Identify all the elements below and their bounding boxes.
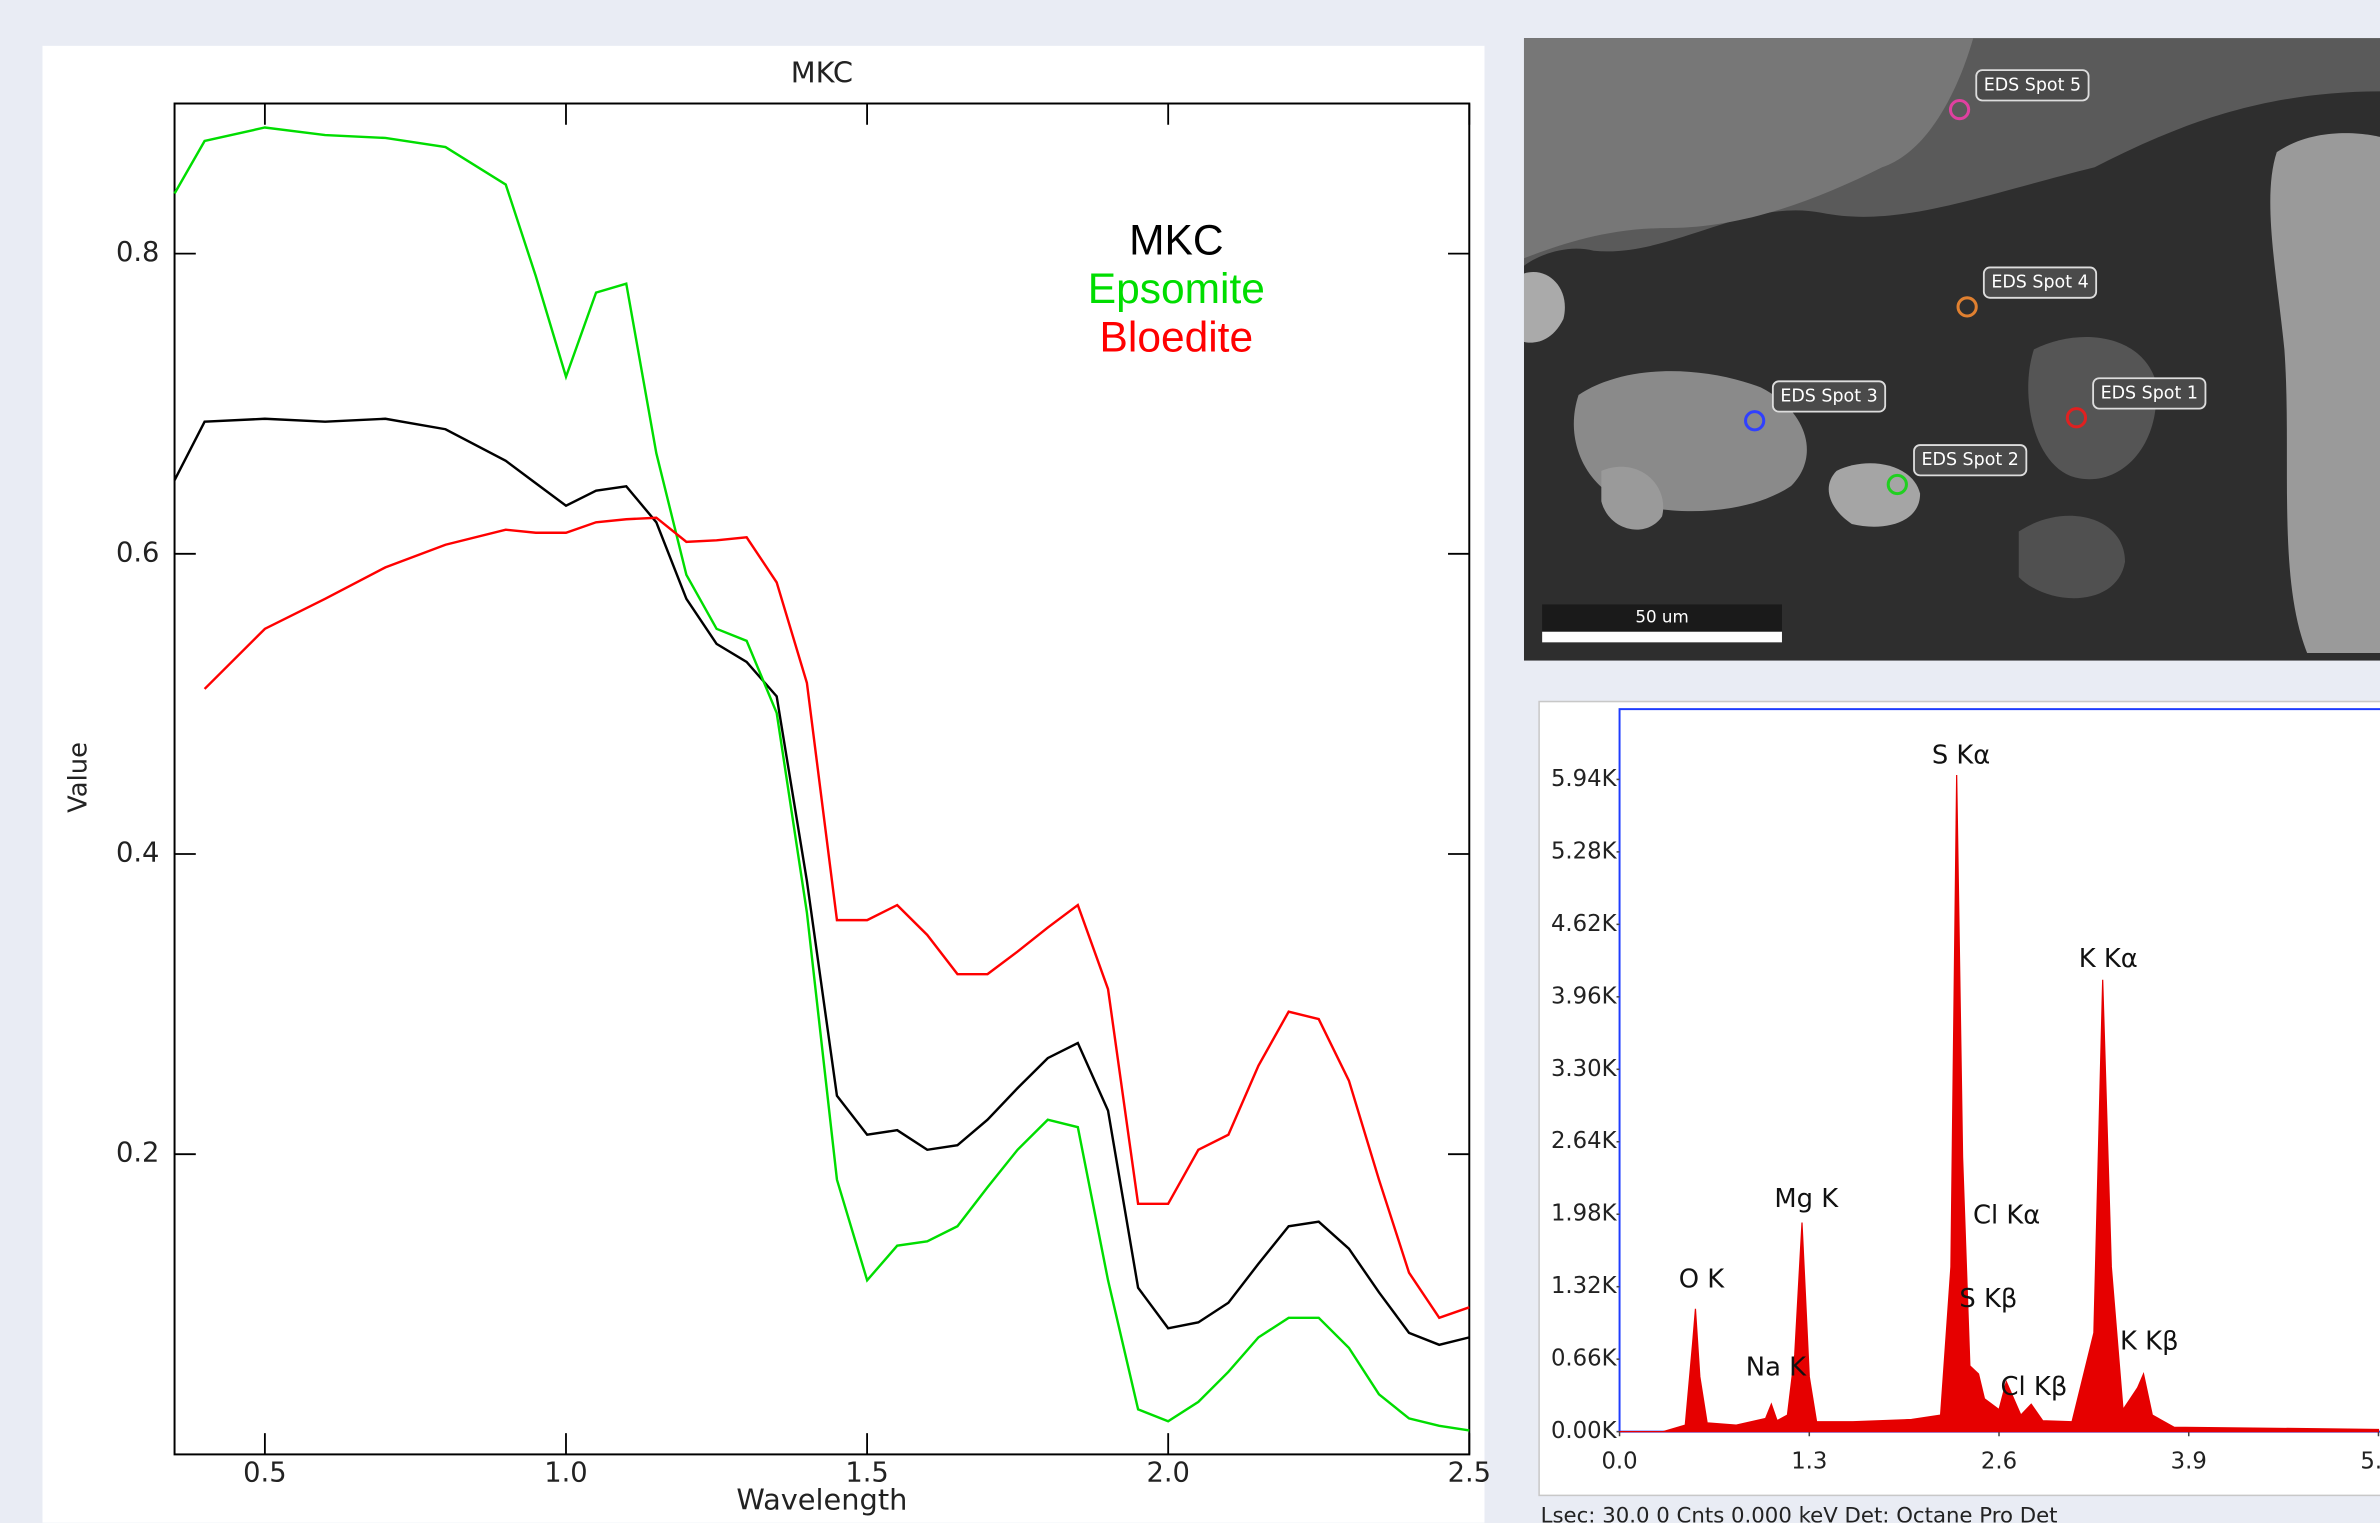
peak-label: O K (1679, 1264, 1726, 1294)
x-tick-label: 3.9 (2171, 1448, 2207, 1474)
sem-image (1523, 38, 2380, 661)
x-tick-label: 2.5 (1448, 1458, 1491, 1489)
spot-label: EDS Spot 4 (1982, 266, 2098, 299)
eds-chart: 0.00K 0.66K 1.32K 1.98K 2.64K 3.30K 3.96K 4.62K… (1541, 708, 2380, 1523)
peak-label: Mg K (1774, 1184, 1839, 1214)
plot-frame (173, 102, 1471, 1456)
peak-label: S Kα (1932, 741, 1990, 771)
series-line (173, 126, 1470, 1432)
spot-label-box (2092, 377, 2207, 410)
x-tick-label: 2.6 (1981, 1448, 2017, 1474)
legend-entry: Epsomite (1088, 266, 1265, 313)
peak-label: S Kβ (1959, 1284, 2017, 1314)
series-line (203, 516, 1470, 1320)
peak-label: K Kβ (2120, 1327, 2179, 1357)
y-axis-label: Value (63, 742, 93, 813)
series-line (173, 417, 1470, 1347)
y-tick-label: 0.8 (116, 237, 159, 268)
spot-label-text: EDS Spot 3 (1780, 386, 1877, 406)
spot-label: EDS Spot 5 (1975, 69, 2090, 102)
spot-label-box (1975, 69, 2090, 102)
peak-label: K Kα (2079, 944, 2138, 974)
spectrum-area (1619, 774, 2380, 1433)
chart-title: MKC (791, 56, 853, 90)
y-tick-label: 1.98K (1551, 1201, 1618, 1227)
peak-label: Na K (1746, 1352, 1807, 1382)
y-tick-label: 3.30K (1551, 1056, 1618, 1082)
x-tick-label: 0.0 (1601, 1448, 1637, 1474)
y-tick-label: 3.96K (1551, 983, 1618, 1009)
x-tick-label: 1.5 (845, 1458, 888, 1489)
y-tick-label: 0.00K (1551, 1418, 1618, 1444)
legend-entry: Bloedite (1100, 315, 1254, 362)
chart-panel (42, 45, 1485, 1523)
spot-label-box (1982, 266, 2098, 299)
legend-entry: MKC (1129, 217, 1223, 264)
x-axis-label: Wavelength (736, 1482, 907, 1516)
x-tick-label: 5.2 (2360, 1448, 2380, 1474)
spot-label: EDS Spot 1 (2092, 377, 2207, 410)
x-tick-label: 1.0 (544, 1458, 587, 1489)
y-tick-label: 4.62K (1551, 911, 1618, 937)
y-tick-label: 5.94K (1551, 766, 1618, 792)
y-tick-label: 2.64K (1551, 1128, 1618, 1154)
y-tick-label: 0.66K (1551, 1346, 1618, 1372)
spot-label: EDS Spot 2 (1913, 444, 2028, 477)
x-tick-label: 2.0 (1146, 1458, 1189, 1489)
spot-label-text: EDS Spot 4 (1991, 273, 2088, 293)
y-tick-label: 1.32K (1551, 1273, 1618, 1299)
peak-label: Cl Kβ (2001, 1372, 2068, 1402)
spot-label-text: EDS Spot 2 (1922, 450, 2019, 470)
spot-label: EDS Spot 3 (1771, 380, 1887, 413)
spot-label-box (1913, 444, 2028, 477)
footer-text: Lsec: 30.0 0 Cnts 0.000 keV Det: Octane … (1541, 1504, 2058, 1523)
y-tick-label: 0.4 (116, 838, 159, 869)
peak-label: Cl Kα (1973, 1201, 2040, 1231)
y-tick-label: 0.6 (116, 537, 159, 568)
y-tick-label: 0.2 (116, 1138, 159, 1169)
spot-label-box (1771, 380, 1887, 413)
spot-label-text: EDS Spot 1 (2101, 383, 2198, 403)
x-tick-label: 1.3 (1791, 1448, 1827, 1474)
spot-label-text: EDS Spot 5 (1984, 75, 2081, 95)
y-tick-label: 5.28K (1551, 838, 1618, 864)
x-tick-label: 0.5 (243, 1458, 286, 1489)
scale-bar-label: 50 um (1635, 608, 1688, 627)
